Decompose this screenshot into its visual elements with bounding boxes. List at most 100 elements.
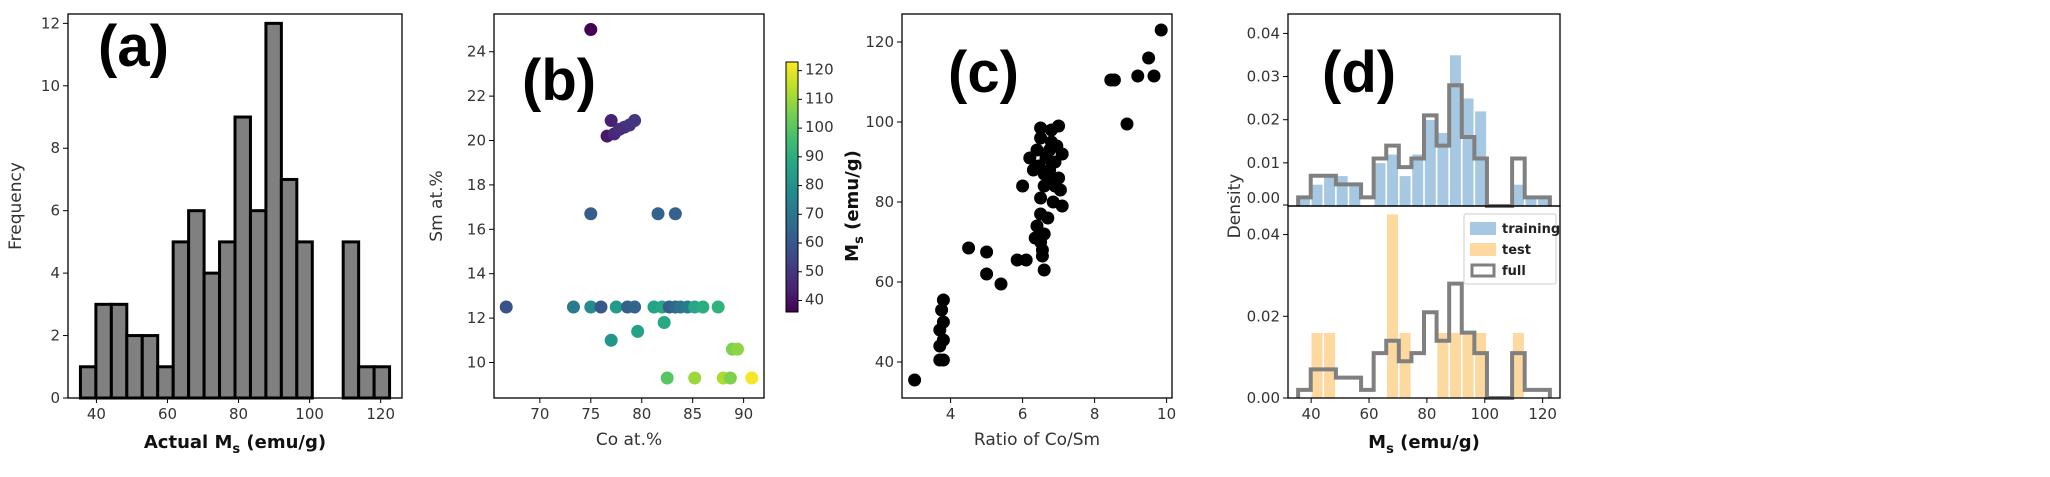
b-scatter-point (688, 371, 702, 385)
c-scatter-point (1019, 253, 1033, 267)
c-scatter-point (1016, 179, 1030, 193)
b-ytick-label: 16 (467, 220, 486, 238)
c-x-axis-label: Ratio of Co/Sm (974, 430, 1100, 450)
a-histogram-bar (125, 334, 144, 400)
d-test-bar (1386, 213, 1399, 399)
b-scatter-point (628, 114, 642, 128)
b-colorbar-tick-label: 100 (805, 118, 834, 136)
a-ytick-label: 12 (41, 14, 60, 32)
a-ytick-label: 0 (50, 389, 60, 407)
a-plot-frame (67, 13, 403, 399)
b-colorbar-tick-label: 80 (805, 176, 824, 194)
b-colorbar-tick-label: 60 (805, 233, 824, 251)
d-test-bar (1310, 332, 1324, 399)
d-xtick-label: 120 (1528, 405, 1557, 423)
b-colorbar-tick-label: 110 (805, 89, 834, 107)
a-histogram-bar (187, 209, 206, 400)
d-legend-swatch-training (1470, 222, 1496, 235)
c-scatter-point (980, 267, 994, 281)
c-scatter-point (1107, 73, 1121, 87)
c-scatter-point (936, 333, 950, 347)
d-xtick-label: 60 (1359, 405, 1378, 423)
c-xtick-label: 4 (946, 405, 956, 423)
c-scatter-point (1142, 51, 1156, 65)
d-top-ytick-label: 0.02 (1247, 111, 1280, 129)
a-histogram-bar (372, 365, 392, 400)
a-histogram-bar (140, 334, 160, 400)
c-scatter-point (1120, 117, 1134, 131)
c-scatter-point (1037, 263, 1051, 277)
b-ytick-label: 14 (467, 265, 486, 283)
d-xtick-label: 80 (1417, 405, 1436, 423)
d-test-bar (1399, 332, 1412, 399)
a-ytick-label: 10 (41, 77, 60, 95)
b-scatter-point (584, 23, 598, 37)
c-xtick-label: 8 (1090, 405, 1100, 423)
b-scatter-point (604, 333, 618, 347)
d-bottom-ytick-label: 0.00 (1247, 389, 1280, 407)
c-ytick-label: 120 (865, 33, 894, 51)
d-xtick-label: 100 (1470, 405, 1499, 423)
d-training-bar (1461, 97, 1475, 207)
a-ytick-label: 2 (50, 327, 60, 345)
b-scatter-point (609, 300, 623, 314)
d-legend: training test full (1463, 213, 1560, 285)
c-ytick-label: 100 (865, 113, 894, 131)
a-histogram-bar (218, 240, 237, 400)
a-histogram-bar (264, 21, 283, 400)
d-y-axis-label: Density (1225, 174, 1245, 239)
d-training-bar (1373, 162, 1387, 207)
d-top-ytick-label: 0.04 (1247, 24, 1280, 42)
b-ytick-label: 10 (467, 353, 486, 371)
a-histogram-bar (341, 240, 361, 400)
d-legend-label-test: test (1502, 243, 1531, 258)
b-scatter-point (631, 324, 645, 338)
b-scatter-point (711, 300, 725, 314)
b-scatter-point (696, 300, 710, 314)
c-scatter-point (1052, 119, 1066, 133)
d-panel-letter: (d) (1322, 40, 1396, 105)
b-scatter-point (594, 300, 608, 314)
d-training-bar (1399, 175, 1412, 207)
d-legend-swatch-test (1470, 243, 1496, 256)
c-ytick-label: 40 (875, 353, 894, 371)
c-ytick-label: 80 (875, 193, 894, 211)
b-scatter-point (604, 114, 618, 128)
c-scatter-point (1030, 143, 1044, 157)
a-histogram-bar (109, 302, 129, 400)
c-y-axis-label: Ms (emu/g) (842, 150, 867, 262)
a-xtick-label: 40 (87, 405, 106, 423)
c-xtick-label: 6 (1018, 405, 1028, 423)
a-ytick-label: 6 (50, 202, 60, 220)
b-scatter-point (731, 342, 745, 356)
d-legend-swatch-full (1470, 263, 1496, 278)
c-panel-letter: (c) (948, 40, 1019, 105)
c-scatter-point (1041, 171, 1055, 185)
c-scatter-point (936, 315, 950, 329)
a-xtick-label: 80 (229, 405, 248, 423)
c-scatter-point (1147, 69, 1161, 83)
b-xtick-label: 85 (683, 405, 702, 423)
c-scatter-point (980, 245, 994, 259)
b-ytick-label: 24 (467, 43, 486, 61)
a-ytick-label: 4 (50, 264, 60, 282)
c-scatter-point (962, 241, 976, 255)
a-ytick-label: 8 (50, 139, 60, 157)
b-colorbar-tick-label: 50 (805, 262, 824, 280)
b-scatter-point (723, 371, 737, 385)
b-scatter-point (745, 371, 759, 385)
c-xtick-label: 10 (1157, 405, 1176, 423)
d-training-bar (1449, 54, 1462, 207)
c-ytick-label: 60 (875, 273, 894, 291)
c-scatter-point (1010, 253, 1024, 267)
c-scatter-point (936, 293, 950, 307)
b-colorbar-tick-label: 40 (805, 291, 824, 309)
b-xtick-label: 80 (632, 405, 651, 423)
c-scatter-point (908, 373, 922, 387)
d-bottom-ytick-label: 0.02 (1247, 307, 1280, 325)
b-y-axis-label: Sm at.% (427, 170, 447, 241)
b-scatter-point (584, 300, 598, 314)
d-test-bar (1474, 332, 1487, 399)
d-legend-label-training: training (1502, 222, 1560, 237)
b-scatter-point (668, 207, 682, 221)
